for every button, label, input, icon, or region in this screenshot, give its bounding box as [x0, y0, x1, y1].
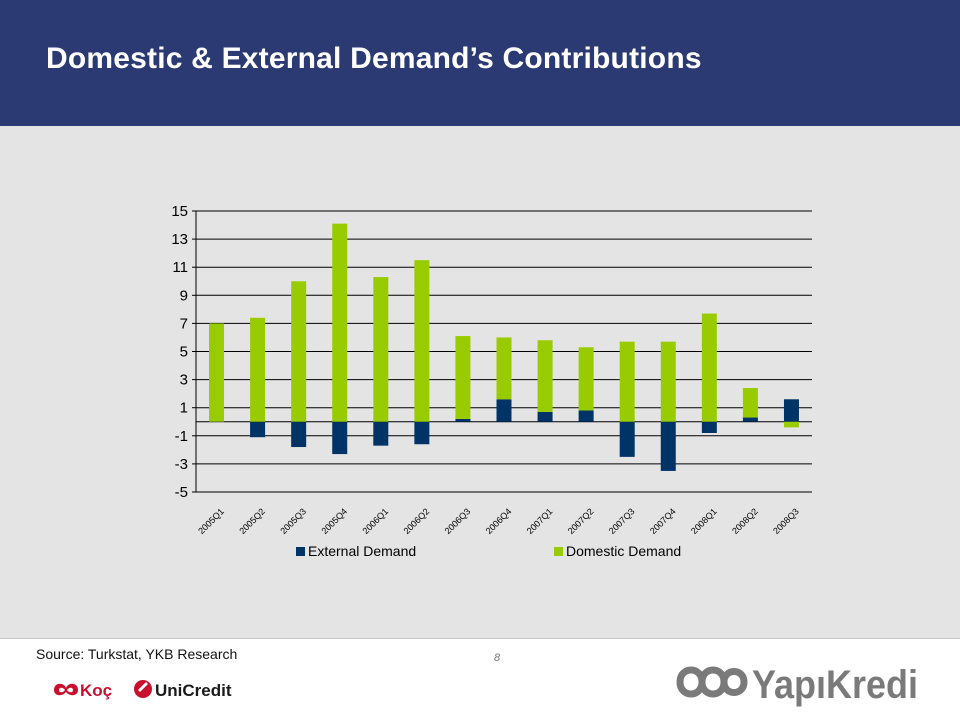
unicredit-logo: UniCredit — [134, 680, 232, 700]
bar-domestic-demand — [332, 223, 348, 422]
x-tick-label: 2005Q4 — [319, 506, 349, 536]
page-title: Domestic & External Demand’s Contributio… — [46, 42, 702, 75]
bar-domestic-demand — [537, 340, 553, 412]
x-tick-label: 2007Q2 — [566, 506, 596, 536]
bar-domestic-demand — [250, 317, 266, 422]
y-tick-label: 1 — [180, 400, 188, 417]
x-tick-label: 2006Q3 — [443, 506, 473, 536]
bar-external-demand — [783, 399, 799, 422]
koc-logo: Koç — [54, 681, 112, 700]
bar-domestic-demand — [783, 421, 799, 428]
x-tick-label: 2008Q3 — [771, 506, 801, 536]
bar-external-demand — [373, 421, 389, 446]
bar-domestic-demand — [291, 281, 307, 422]
header-bar: Domestic & External Demand’s Contributio… — [0, 0, 960, 126]
legend-swatch — [296, 547, 305, 556]
bar-domestic-demand — [373, 277, 389, 422]
bar-external-demand — [537, 411, 553, 422]
legend-label: External Demand — [308, 543, 416, 559]
y-tick-label: 5 — [180, 344, 188, 361]
footer-divider — [0, 638, 960, 639]
bar-external-demand — [291, 421, 307, 448]
yapikredi-logo-text: YapıKredi — [752, 663, 918, 707]
bar-external-demand — [701, 421, 717, 433]
source-note: Source: Turkstat, YKB Research — [36, 646, 238, 662]
x-tick-label: 2007Q3 — [607, 506, 637, 536]
y-tick-label: 7 — [180, 315, 188, 332]
y-tick-label: -1 — [175, 428, 188, 445]
bar-external-demand — [250, 421, 266, 438]
x-tick-label: 2008Q2 — [730, 506, 760, 536]
koc-logo-text: Koç — [80, 681, 112, 700]
y-tick-label: 11 — [172, 259, 188, 276]
x-tick-label: 2006Q2 — [402, 506, 432, 536]
yapikredi-logo: YapıKredi — [676, 663, 918, 707]
x-tick-label: 2005Q2 — [237, 506, 267, 536]
legend-swatch — [554, 547, 563, 556]
bar-external-demand — [455, 418, 471, 422]
bar-external-demand — [619, 421, 635, 457]
bar-external-demand — [332, 421, 348, 455]
page-number: 8 — [494, 652, 501, 664]
bar-external-demand — [742, 417, 758, 422]
y-tick-label: 9 — [180, 287, 188, 304]
unicredit-logo-text: UniCredit — [155, 681, 232, 700]
bar-domestic-demand — [414, 260, 430, 422]
x-tick-label: 2005Q3 — [278, 506, 308, 536]
x-tick-label: 2005Q1 — [196, 506, 226, 536]
x-tick-label: 2006Q1 — [360, 506, 390, 536]
y-tick-label: -5 — [175, 484, 188, 501]
bar-domestic-demand — [578, 347, 594, 411]
y-tick-label: 13 — [171, 231, 188, 248]
bar-domestic-demand — [742, 388, 758, 418]
bar-external-demand — [578, 410, 594, 422]
bar-domestic-demand — [701, 313, 717, 422]
x-tick-label: 2008Q1 — [689, 506, 719, 536]
bar-domestic-demand — [660, 341, 676, 422]
y-tick-label: 3 — [180, 372, 188, 389]
bar-external-demand — [496, 399, 512, 422]
bar-domestic-demand — [455, 336, 471, 419]
legend-label: Domestic Demand — [566, 543, 681, 559]
y-tick-label: -3 — [175, 456, 188, 473]
bar-external-demand — [660, 421, 676, 471]
bar-external-demand — [414, 421, 430, 445]
bar-domestic-demand — [209, 323, 225, 422]
bar-domestic-demand — [496, 337, 512, 400]
y-tick-label: 15 — [171, 203, 188, 220]
x-tick-label: 2006Q4 — [484, 506, 514, 536]
bar-domestic-demand — [619, 341, 635, 422]
x-tick-label: 2007Q4 — [648, 506, 678, 536]
x-tick-label: 2007Q1 — [525, 506, 555, 536]
